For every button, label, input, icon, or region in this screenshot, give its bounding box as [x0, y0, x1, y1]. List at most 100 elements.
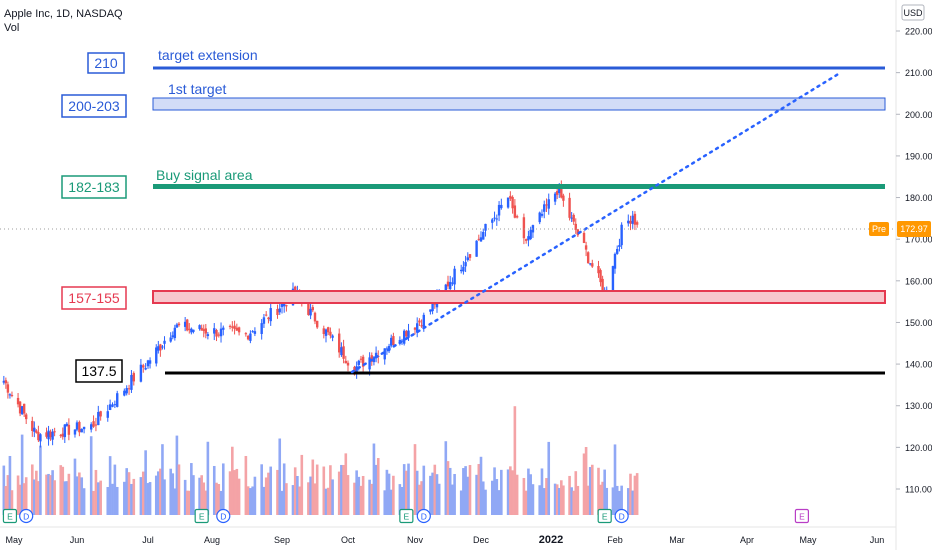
last-price-tag-frame: [897, 221, 931, 237]
candle-body: [591, 263, 594, 267]
time-tick-label: Sep: [274, 535, 290, 545]
volume-bar: [531, 484, 535, 515]
candle-body: [449, 282, 452, 290]
volume-bar: [157, 471, 160, 515]
volume-bar: [353, 482, 356, 515]
candle-body: [244, 333, 248, 335]
earnings-marker[interactable]: [194, 508, 209, 524]
volume-bar: [383, 490, 387, 515]
first-target-box: 200-203: [68, 98, 120, 114]
candle-body: [429, 309, 432, 312]
candle-body: [35, 430, 38, 433]
volume-bar: [572, 490, 576, 515]
volume-bar: [402, 464, 406, 515]
target-ext-box: 210: [94, 55, 118, 71]
candle-body: [171, 335, 174, 337]
dividend-marker[interactable]: [614, 508, 629, 524]
trendline-dotted: [350, 71, 842, 374]
candle-body: [413, 327, 417, 330]
volume-bar: [418, 484, 421, 515]
volume-bar: [262, 486, 266, 515]
volume-bar: [453, 473, 456, 515]
candle-body: [192, 329, 195, 332]
volume-bar: [282, 463, 286, 515]
candle-body: [311, 307, 314, 311]
earnings-marker[interactable]: [794, 508, 810, 524]
volume-bar: [361, 475, 365, 515]
price-tick-label: 170.00: [905, 235, 932, 245]
candle-body: [635, 222, 639, 225]
dividend-marker[interactable]: [19, 508, 34, 524]
volume-bar: [538, 485, 542, 515]
candle-body: [106, 411, 109, 418]
volume-bar: [16, 475, 20, 515]
earnings-marker-letter: E: [404, 512, 410, 522]
candle-body: [361, 356, 365, 367]
time-tick-label: Jun: [870, 535, 885, 545]
candle-body: [522, 217, 526, 239]
currency-badge[interactable]: USD: [903, 8, 923, 18]
candle-body: [558, 187, 561, 194]
candle-body: [92, 421, 95, 427]
price-tick-label: 120.00: [905, 443, 932, 453]
volume-bar: [280, 490, 284, 515]
time-tick-label: May: [5, 535, 23, 545]
first-target-zone: [152, 97, 886, 111]
candle-body: [497, 204, 501, 216]
candle-body: [237, 327, 241, 333]
last-price-tag: 172.97: [900, 224, 928, 234]
dividend-marker[interactable]: [416, 508, 431, 524]
volume-bar: [342, 464, 345, 515]
candle-body: [111, 404, 114, 407]
volume-bar: [311, 459, 315, 515]
price-candles: [2, 180, 639, 448]
volume-bar: [206, 441, 210, 515]
volume-bar: [18, 484, 22, 515]
candle-body: [422, 314, 425, 329]
earnings-marker[interactable]: [399, 508, 414, 524]
floor-box-frame: [75, 359, 123, 383]
earnings-marker[interactable]: [597, 508, 612, 524]
candle-body: [420, 325, 423, 327]
earnings-marker[interactable]: [2, 508, 18, 524]
candle-body: [385, 348, 389, 350]
volume-bar: [633, 475, 637, 515]
volume-bar: [389, 489, 393, 515]
time-tick-label: May: [799, 535, 817, 545]
dividend-marker[interactable]: [216, 508, 231, 524]
candle-body: [444, 284, 447, 292]
volume-bar: [479, 456, 483, 515]
volume-bar: [144, 450, 147, 515]
candle-body: [206, 334, 210, 337]
volume-bar: [75, 476, 79, 515]
volume-bar: [475, 474, 478, 515]
candle-body: [374, 352, 378, 358]
volume-bar: [267, 472, 270, 515]
volume-bar: [435, 474, 439, 515]
candle-body: [73, 429, 77, 435]
volume-bar: [597, 467, 600, 515]
volume-bar: [228, 471, 232, 515]
candle-body: [313, 312, 317, 322]
candle-body: [132, 373, 135, 382]
volume-bar: [154, 475, 158, 515]
candle-body: [233, 325, 236, 329]
volume-bar: [340, 464, 343, 515]
price-axis[interactable]: 220.00 210.00 200.00 190.00 180.00 170.00 160.…: [896, 27, 932, 495]
candle-body: [215, 329, 218, 337]
price-tick-label: 220.00: [905, 27, 932, 37]
target-ext-label: target extension: [158, 47, 258, 63]
volume-bar: [202, 482, 206, 515]
time-axis[interactable]: May Jun Jul Aug Sep Oct Nov Dec 2022 Feb Mar Apr May…: [5, 534, 884, 546]
volume-bar: [127, 472, 131, 515]
candle-body: [130, 374, 133, 390]
candle-body: [329, 331, 332, 336]
candle-body: [357, 360, 361, 365]
candle-body: [390, 337, 393, 346]
candle-body: [146, 360, 150, 367]
time-tick-label: 2022: [539, 534, 563, 546]
currency-badge-frame[interactable]: [901, 4, 925, 21]
volume-bar: [500, 469, 503, 515]
